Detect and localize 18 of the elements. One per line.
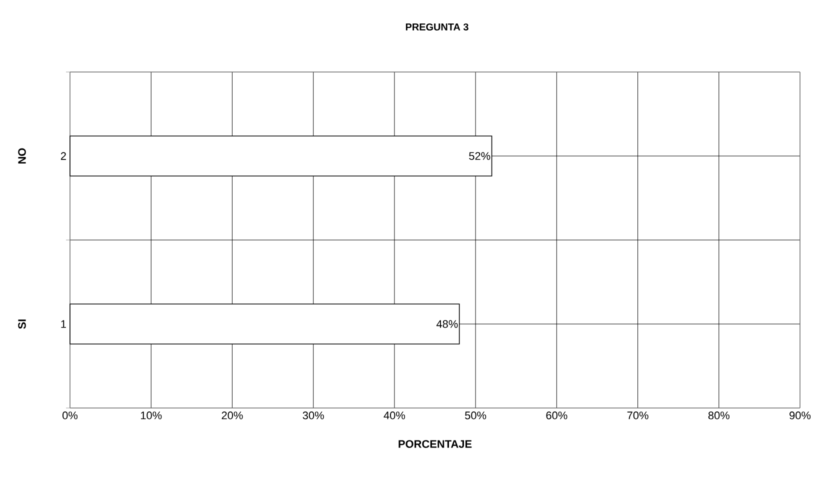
x-tick-label: 0% (62, 412, 78, 420)
x-tick-label: 70% (627, 412, 648, 420)
x-tick-label: 90% (790, 412, 811, 420)
x-tick-label: 20% (222, 412, 243, 420)
data-label: 48% (436, 320, 458, 328)
data-label: 52% (469, 152, 490, 160)
x-tick-label: 60% (546, 412, 568, 420)
text: NO (18, 148, 26, 164)
y-tick-label: 1 (61, 320, 66, 328)
x-tick-label: 30% (302, 412, 324, 420)
x-tick-label: 10% (140, 412, 162, 420)
chart-title: PREGUNTA 3 (406, 23, 468, 31)
text: SI (18, 320, 26, 329)
x-tick-label: 80% (708, 412, 730, 420)
x-tick-label: 40% (384, 412, 406, 420)
x-axis-title: PORCENTAJE (398, 440, 472, 448)
x-tick-label: 50% (465, 412, 486, 420)
y-tick-label: 2 (60, 152, 66, 160)
